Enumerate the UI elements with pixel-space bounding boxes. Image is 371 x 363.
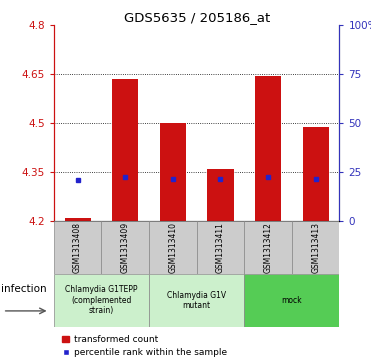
Bar xyxy=(65,218,91,221)
Legend: transformed count, percentile rank within the sample: transformed count, percentile rank withi… xyxy=(58,331,230,361)
Text: mock: mock xyxy=(282,296,302,305)
Bar xyxy=(54,221,101,274)
Text: GSM1313413: GSM1313413 xyxy=(311,222,320,273)
Bar xyxy=(112,79,138,221)
Title: GDS5635 / 205186_at: GDS5635 / 205186_at xyxy=(124,11,270,24)
Text: GSM1313410: GSM1313410 xyxy=(168,222,177,273)
Bar xyxy=(244,221,292,274)
Bar xyxy=(160,123,186,221)
Bar xyxy=(303,127,329,221)
Text: Chlamydia G1V
mutant: Chlamydia G1V mutant xyxy=(167,291,226,310)
Text: GSM1313412: GSM1313412 xyxy=(263,222,273,273)
Bar xyxy=(101,221,149,274)
Text: infection: infection xyxy=(1,284,47,294)
Bar xyxy=(292,221,339,274)
Bar xyxy=(149,221,197,274)
Bar xyxy=(255,76,281,221)
Bar xyxy=(54,274,149,327)
Text: GSM1313408: GSM1313408 xyxy=(73,222,82,273)
Text: Chlamydia G1TEPP
(complemented
strain): Chlamydia G1TEPP (complemented strain) xyxy=(65,285,138,315)
Text: GSM1313411: GSM1313411 xyxy=(216,222,225,273)
Bar xyxy=(207,169,233,221)
Bar xyxy=(149,274,244,327)
Bar xyxy=(197,221,244,274)
Bar xyxy=(244,274,339,327)
Text: GSM1313409: GSM1313409 xyxy=(121,222,130,273)
